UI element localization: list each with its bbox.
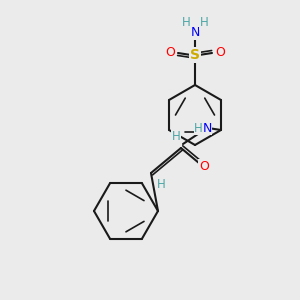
- Text: H: H: [172, 130, 180, 142]
- Text: H: H: [200, 16, 208, 29]
- Text: H: H: [157, 178, 165, 191]
- Text: H: H: [182, 16, 190, 29]
- Text: O: O: [199, 160, 209, 172]
- Text: S: S: [190, 48, 200, 62]
- Text: N: N: [202, 122, 212, 134]
- Text: O: O: [215, 46, 225, 59]
- Text: O: O: [165, 46, 175, 59]
- Text: H: H: [194, 122, 203, 134]
- Text: N: N: [190, 26, 200, 40]
